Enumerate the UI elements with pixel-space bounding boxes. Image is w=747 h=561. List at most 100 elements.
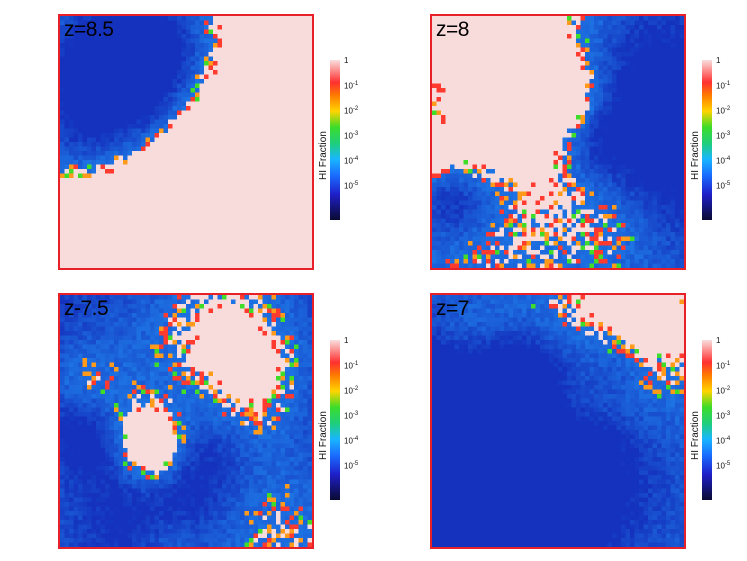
heatmap-cell	[226, 101, 232, 107]
heatmap-cell	[562, 43, 568, 49]
heatmap-cell	[168, 106, 174, 112]
heatmap-cell	[60, 115, 66, 121]
heatmap-cell	[87, 74, 93, 80]
heatmap-cell	[136, 61, 142, 67]
heatmap-cell	[648, 65, 654, 71]
heatmap-cell	[679, 79, 684, 85]
heatmap-cell	[472, 38, 478, 44]
heatmap-cell	[132, 52, 138, 58]
heatmap-cell	[616, 25, 622, 31]
heatmap-cell	[226, 56, 232, 62]
heatmap-cell	[244, 223, 250, 229]
heatmap-cell	[262, 97, 268, 103]
heatmap-cell	[64, 133, 70, 139]
heatmap-cell	[517, 56, 523, 62]
heatmap-cell	[199, 74, 205, 80]
heatmap-cell	[73, 245, 79, 251]
heatmap-cell	[118, 20, 124, 26]
heatmap-cell	[114, 241, 120, 247]
heatmap-cell	[64, 155, 70, 161]
heatmap-cell	[670, 56, 676, 62]
heatmap-cell	[114, 232, 120, 238]
heatmap-cell	[172, 34, 178, 40]
heatmap-cell	[652, 65, 658, 71]
heatmap-cell	[127, 155, 133, 161]
heatmap-cell	[82, 16, 88, 22]
heatmap-cell	[432, 115, 438, 121]
heatmap-cell	[661, 137, 667, 143]
heatmap-cell	[285, 137, 291, 143]
heatmap-cell	[195, 137, 201, 143]
heatmap-cell	[69, 232, 75, 238]
heatmap-cell	[240, 223, 246, 229]
heatmap-cell	[195, 88, 201, 94]
heatmap-cell	[141, 79, 147, 85]
heatmap-cell	[612, 25, 618, 31]
heatmap-cell	[585, 101, 591, 107]
heatmap-cell	[571, 160, 577, 166]
heatmap-cell	[163, 223, 169, 229]
heatmap-cell	[459, 137, 465, 143]
heatmap-cell	[267, 106, 273, 112]
heatmap-cell	[589, 106, 595, 112]
heatmap-cell	[235, 119, 241, 125]
heatmap-cell	[289, 101, 295, 107]
heatmap-cell	[177, 236, 183, 242]
heatmap-cell	[105, 232, 111, 238]
heatmap-cell	[639, 29, 645, 35]
heatmap-cell	[289, 245, 295, 251]
heatmap-cell	[666, 110, 672, 116]
heatmap-cell	[526, 137, 532, 143]
heatmap-cell	[136, 164, 142, 170]
heatmap-cell	[562, 52, 568, 58]
heatmap-cell	[643, 128, 649, 134]
heatmap-cell	[100, 79, 106, 85]
heatmap-cell	[145, 232, 151, 238]
heatmap-cell	[145, 92, 151, 98]
heatmap-cell	[594, 146, 600, 152]
heatmap-cell	[231, 218, 237, 224]
heatmap-cell	[150, 79, 156, 85]
heatmap-cell	[477, 16, 483, 22]
heatmap-cell	[145, 74, 151, 80]
heatmap-cell	[177, 43, 183, 49]
heatmap-cell	[145, 236, 151, 242]
heatmap-cell	[285, 70, 291, 76]
heatmap-cell	[307, 133, 312, 139]
heatmap-cell	[240, 16, 246, 22]
heatmap-cell	[118, 128, 124, 134]
heatmap-cell	[630, 25, 636, 31]
heatmap-cell	[132, 119, 138, 125]
heatmap-cell	[522, 83, 528, 89]
heatmap-cell	[253, 47, 259, 53]
heatmap-cell	[549, 83, 555, 89]
heatmap-cell	[253, 92, 259, 98]
heatmap-cell	[136, 38, 142, 44]
heatmap-cell	[679, 124, 684, 130]
heatmap-cell	[172, 115, 178, 121]
heatmap-cell	[177, 47, 183, 53]
heatmap-cell	[612, 47, 618, 53]
heatmap-cell	[508, 61, 514, 67]
heatmap-cell	[235, 236, 241, 242]
heatmap-cell	[267, 169, 273, 175]
heatmap-cell	[294, 128, 300, 134]
heatmap-cell	[127, 214, 133, 220]
heatmap-cell	[490, 88, 496, 94]
heatmap-cell	[504, 151, 510, 157]
heatmap-cell	[639, 110, 645, 116]
heatmap-cell	[181, 178, 187, 184]
heatmap-cell	[450, 110, 456, 116]
heatmap-cell	[294, 119, 300, 125]
heatmap-cell	[172, 47, 178, 53]
heatmap-cell	[253, 70, 259, 76]
heatmap-cell	[114, 79, 120, 85]
heatmap-cell	[100, 43, 106, 49]
heatmap-cell	[159, 155, 165, 161]
heatmap-cell	[235, 128, 241, 134]
heatmap-cell	[567, 16, 573, 22]
heatmap-cell	[154, 124, 160, 130]
heatmap-cell	[204, 227, 210, 233]
heatmap-cell	[235, 142, 241, 148]
heatmap-cell	[289, 254, 295, 260]
